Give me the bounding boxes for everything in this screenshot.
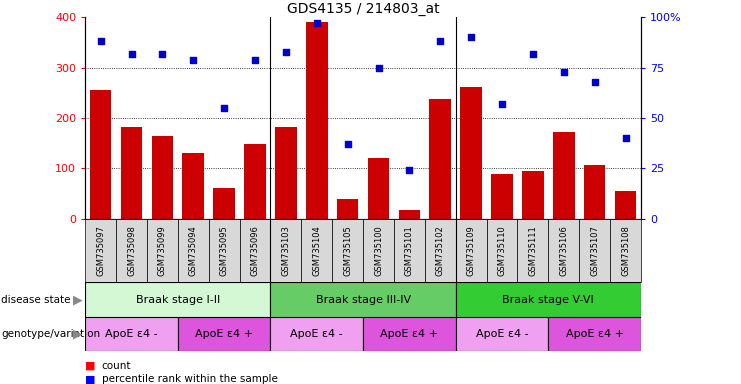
Bar	[152, 136, 173, 219]
Point	[465, 35, 477, 41]
Title: GDS4135 / 214803_at: GDS4135 / 214803_at	[287, 2, 439, 16]
FancyBboxPatch shape	[270, 219, 302, 282]
FancyBboxPatch shape	[517, 219, 548, 282]
Text: GSM735094: GSM735094	[189, 225, 198, 276]
Text: GSM735101: GSM735101	[405, 225, 414, 276]
Bar	[306, 22, 328, 219]
Text: GSM735099: GSM735099	[158, 225, 167, 276]
Text: ApoE ε4 +: ApoE ε4 +	[565, 329, 624, 339]
Bar	[615, 191, 637, 219]
Point	[527, 51, 539, 57]
Point	[311, 20, 323, 26]
Text: ApoE ε4 +: ApoE ε4 +	[195, 329, 253, 339]
Text: genotype/variation: genotype/variation	[1, 329, 101, 339]
Bar	[90, 90, 111, 219]
Bar	[553, 132, 574, 219]
Point	[619, 135, 631, 141]
Text: ■: ■	[85, 374, 96, 384]
Text: GSM735104: GSM735104	[312, 225, 322, 276]
FancyBboxPatch shape	[394, 219, 425, 282]
FancyBboxPatch shape	[332, 219, 363, 282]
Text: GSM735095: GSM735095	[219, 225, 229, 276]
Text: GSM735109: GSM735109	[467, 225, 476, 276]
Text: ApoE ε4 -: ApoE ε4 -	[105, 329, 158, 339]
FancyBboxPatch shape	[270, 317, 363, 351]
Point	[403, 167, 415, 174]
Bar	[182, 153, 204, 219]
FancyBboxPatch shape	[456, 317, 548, 351]
Bar	[368, 159, 389, 219]
FancyBboxPatch shape	[610, 219, 641, 282]
Bar	[522, 171, 544, 219]
Text: ▶: ▶	[73, 293, 82, 306]
FancyBboxPatch shape	[579, 219, 610, 282]
Text: percentile rank within the sample: percentile rank within the sample	[102, 374, 277, 384]
FancyBboxPatch shape	[178, 317, 270, 351]
Bar	[245, 144, 266, 219]
Text: ApoE ε4 -: ApoE ε4 -	[476, 329, 528, 339]
Text: GSM735107: GSM735107	[590, 225, 599, 276]
FancyBboxPatch shape	[239, 219, 270, 282]
FancyBboxPatch shape	[548, 219, 579, 282]
Point	[95, 38, 107, 45]
Bar	[213, 188, 235, 219]
Bar	[430, 99, 451, 219]
Text: GSM735111: GSM735111	[528, 225, 537, 276]
Text: GSM735100: GSM735100	[374, 225, 383, 276]
Text: GSM735098: GSM735098	[127, 225, 136, 276]
Text: ▶: ▶	[73, 328, 82, 341]
FancyBboxPatch shape	[363, 317, 456, 351]
Point	[588, 79, 600, 85]
FancyBboxPatch shape	[85, 317, 178, 351]
Point	[156, 51, 168, 57]
Point	[187, 56, 199, 63]
Bar	[121, 127, 142, 219]
Bar	[460, 87, 482, 219]
Text: ApoE ε4 -: ApoE ε4 -	[290, 329, 343, 339]
Bar	[491, 174, 513, 219]
Text: GSM735097: GSM735097	[96, 225, 105, 276]
Text: Braak stage III-IV: Braak stage III-IV	[316, 295, 411, 305]
Point	[496, 101, 508, 107]
Text: GSM735106: GSM735106	[559, 225, 568, 276]
Text: disease state: disease state	[1, 295, 71, 305]
FancyBboxPatch shape	[363, 219, 394, 282]
Text: Braak stage V-VI: Braak stage V-VI	[502, 295, 594, 305]
FancyBboxPatch shape	[270, 282, 456, 317]
Bar	[275, 127, 296, 219]
FancyBboxPatch shape	[302, 219, 332, 282]
FancyBboxPatch shape	[85, 282, 270, 317]
Bar	[337, 199, 359, 219]
Point	[280, 48, 292, 55]
FancyBboxPatch shape	[116, 219, 147, 282]
Point	[373, 65, 385, 71]
FancyBboxPatch shape	[209, 219, 239, 282]
Text: count: count	[102, 361, 131, 371]
Point	[434, 38, 446, 45]
Bar	[584, 165, 605, 219]
Text: ■: ■	[85, 361, 96, 371]
Text: ApoE ε4 +: ApoE ε4 +	[380, 329, 439, 339]
Text: GSM735108: GSM735108	[621, 225, 630, 276]
Point	[342, 141, 353, 147]
FancyBboxPatch shape	[178, 219, 209, 282]
FancyBboxPatch shape	[487, 219, 517, 282]
Point	[218, 105, 230, 111]
Text: GSM735110: GSM735110	[497, 225, 507, 276]
Text: GSM735096: GSM735096	[250, 225, 259, 276]
Point	[249, 56, 261, 63]
Text: Braak stage I-II: Braak stage I-II	[136, 295, 220, 305]
Bar	[399, 210, 420, 219]
FancyBboxPatch shape	[425, 219, 456, 282]
FancyBboxPatch shape	[147, 219, 178, 282]
Text: GSM735102: GSM735102	[436, 225, 445, 276]
FancyBboxPatch shape	[548, 317, 641, 351]
FancyBboxPatch shape	[456, 282, 641, 317]
Point	[125, 51, 138, 57]
Text: GSM735103: GSM735103	[282, 225, 290, 276]
FancyBboxPatch shape	[456, 219, 487, 282]
FancyBboxPatch shape	[85, 219, 116, 282]
Text: GSM735105: GSM735105	[343, 225, 352, 276]
Point	[558, 69, 570, 75]
